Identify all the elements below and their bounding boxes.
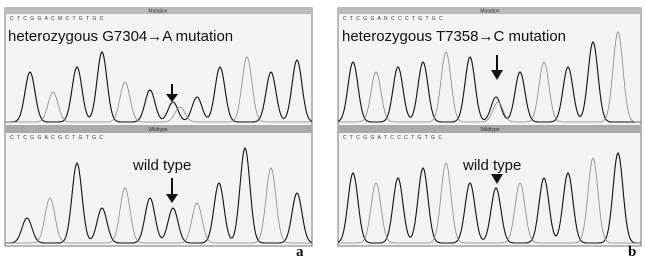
annotation: wild type xyxy=(462,157,521,174)
panel-label: a xyxy=(296,244,304,260)
annotation: wild type xyxy=(132,157,191,174)
panel-label: b xyxy=(628,244,636,260)
header: Wildtype xyxy=(480,127,499,133)
annotation: heterozygous G7304→A mutation xyxy=(8,28,233,45)
sequence: C T C G G A C G C T G T G C xyxy=(10,135,104,141)
header: Mutation xyxy=(148,9,167,15)
sequence: C T C G G A N C C C T G T G C xyxy=(343,16,444,22)
annotation: heterozygous T7358→C mutation xyxy=(342,28,566,45)
header: Wildtype xyxy=(148,127,167,133)
sequence: C T C G G A T C C C T G T G C xyxy=(343,135,443,141)
header: Mutation xyxy=(480,9,499,15)
figure: Mutation C T C G G A C M C T G T G C Wil… xyxy=(0,0,645,260)
sequence: C T C G G A C M C T G T G C xyxy=(10,16,104,22)
